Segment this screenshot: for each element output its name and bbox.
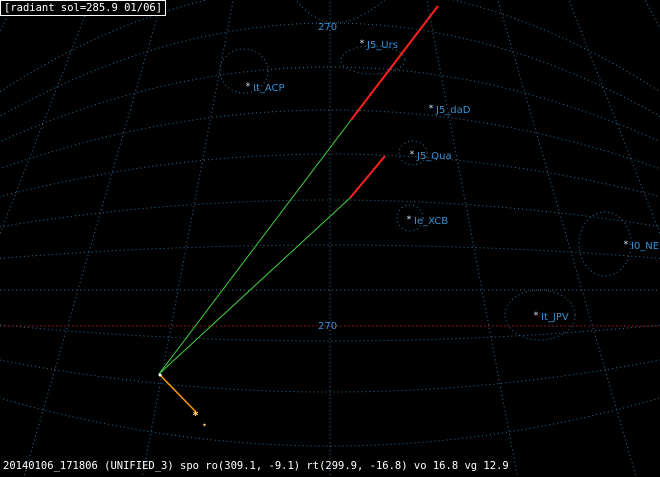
grid-label-bottom: 270 bbox=[318, 321, 337, 332]
shower-label: I0_NE bbox=[631, 241, 659, 252]
grid-label-top: 270 bbox=[318, 22, 337, 33]
grid-parallel bbox=[0, 22, 660, 118]
meteor-trail bbox=[158, 373, 197, 413]
grid-meridian bbox=[497, 0, 637, 477]
shower-marker: * Ie_XCB bbox=[406, 215, 448, 227]
grid-meridian bbox=[23, 0, 163, 477]
shower-label: It_JPV bbox=[541, 312, 569, 323]
grid-pole-arc bbox=[295, 0, 385, 23]
shower-marker: * J5_daD bbox=[428, 104, 470, 116]
shower-marker: * It_JPV bbox=[533, 311, 569, 323]
grid-parallel bbox=[0, 244, 660, 259]
radiant-asterisk: * bbox=[533, 311, 538, 321]
radiant-title: [radiant sol=285.9 01/06] bbox=[0, 0, 167, 16]
shower-label: J5_daD bbox=[435, 105, 471, 116]
grid-meridian bbox=[0, 0, 16, 33]
radiant-asterisk: * bbox=[245, 82, 250, 92]
shower-label: J5_Urs bbox=[366, 40, 398, 51]
star-marker: ✱ bbox=[193, 409, 199, 419]
radiant-circle bbox=[340, 45, 406, 75]
grid-parallel bbox=[0, 199, 660, 228]
meteor-track-red-2 bbox=[349, 155, 386, 199]
shower-label: Ie_XCB bbox=[414, 216, 448, 227]
status-line: 20140106_171806 (UNIFIED_3) spo ro(309.1… bbox=[3, 460, 509, 472]
radiant-circle bbox=[504, 289, 576, 341]
grid-meridian bbox=[644, 0, 660, 30]
grid-parallel bbox=[0, 359, 660, 393]
radiant-asterisk: * bbox=[409, 150, 414, 160]
grid-parallel bbox=[0, 0, 660, 93]
radiant-circles bbox=[219, 45, 632, 341]
grid-parallel bbox=[0, 66, 660, 143]
meteor-track-green-2 bbox=[158, 197, 351, 375]
grid-meridian bbox=[0, 0, 92, 235]
shower-marker: * I0_NE bbox=[623, 240, 659, 252]
shower-marker: * J5_Urs bbox=[359, 39, 398, 51]
shower-marker: * J5_Qua bbox=[409, 150, 451, 162]
grid-meridian bbox=[141, 0, 234, 477]
radiant-circle bbox=[396, 204, 424, 232]
shower-label: It_ACP bbox=[253, 83, 285, 94]
grid-parallel bbox=[0, 397, 660, 447]
radiant-asterisk: * bbox=[359, 39, 364, 49]
meteor-tracks: ✱✦ bbox=[158, 5, 439, 429]
meteor-track-red-1 bbox=[350, 5, 439, 121]
shower-label: J5_Qua bbox=[416, 151, 452, 162]
shower-labels: * J5_Urs* It_ACP* J5_daD* J5_Qua* Ie_XCB* I0_N… bbox=[245, 39, 659, 323]
radiant-asterisk: * bbox=[428, 104, 433, 114]
radiant-circle bbox=[578, 211, 632, 277]
radiant-asterisk: * bbox=[623, 240, 628, 250]
grid-meridian bbox=[426, 0, 519, 477]
star-marker: ✦ bbox=[202, 420, 207, 429]
shower-marker: * It_ACP bbox=[245, 82, 284, 94]
meteor-track-green-1 bbox=[158, 119, 352, 375]
trail-start-point bbox=[158, 373, 162, 377]
radiant-circle bbox=[219, 48, 269, 94]
radiant-circle bbox=[398, 140, 428, 166]
radiant-asterisk: * bbox=[406, 215, 411, 225]
